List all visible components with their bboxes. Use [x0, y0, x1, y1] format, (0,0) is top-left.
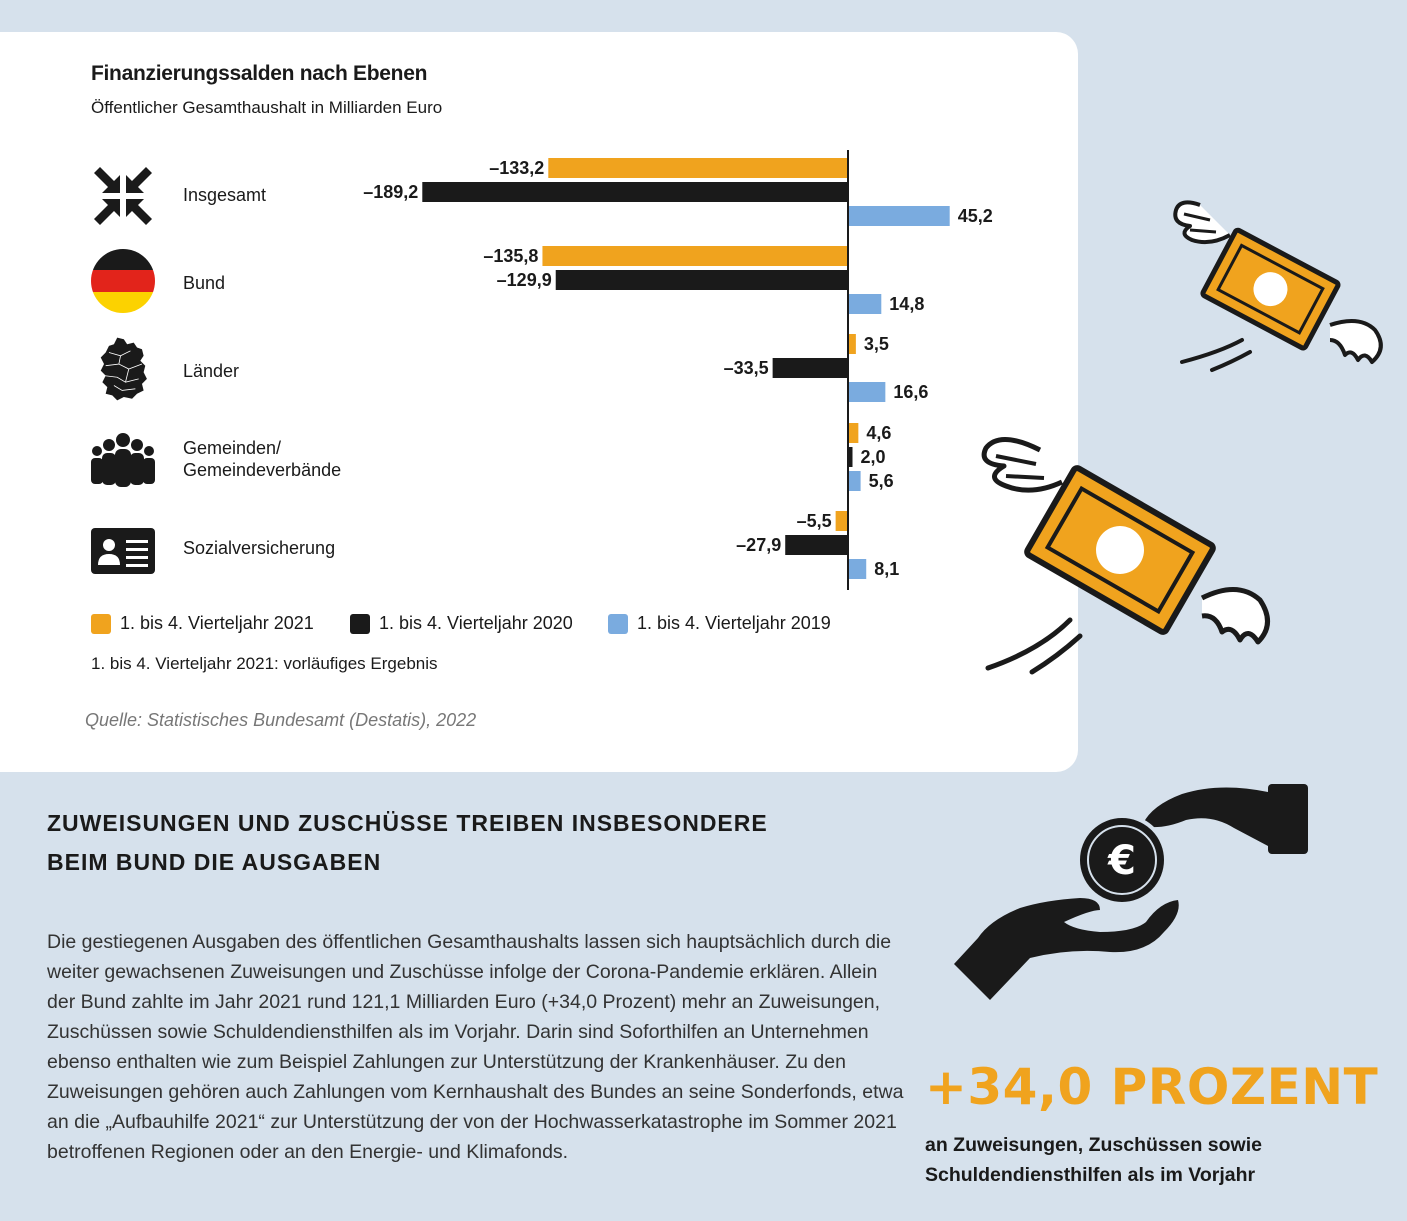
bar [422, 182, 848, 202]
bar [772, 358, 848, 378]
legend-swatch [91, 613, 111, 634]
chart-note: 1. bis 4. Vierteljahr 2021: vorläufiges … [91, 654, 438, 673]
germany-states-map-icon [100, 337, 147, 401]
chart-title: Finanzierungssalden nach Ebenen [91, 62, 428, 85]
data-label: 4,6 [866, 423, 891, 443]
bar [835, 511, 848, 531]
data-label: –133,2 [489, 158, 544, 178]
legend-label: 1. bis 4. Vierteljahr 2020 [379, 613, 573, 633]
arrows-inward-icon [94, 167, 152, 225]
legend-label: 1. bis 4. Vierteljahr 2021 [120, 613, 314, 633]
data-label: –189,2 [363, 182, 418, 202]
legend-swatch [350, 613, 370, 634]
key-figure: +34,0 PROZENT [925, 1058, 1379, 1116]
data-label: –129,9 [497, 270, 552, 290]
id-card-icon [91, 528, 155, 574]
bar [848, 206, 950, 226]
bar-chart: –133,2 –189,2 45,2 –135,8 –129,9 14,83,5 –33,5… [363, 150, 993, 590]
flying-money-icon [981, 437, 1270, 675]
legend-label: 1. bis 4. Vierteljahr 2019 [637, 613, 831, 633]
category-label: Bund [183, 273, 226, 293]
data-label: 16,6 [893, 382, 928, 402]
bar [848, 334, 856, 354]
bar [848, 559, 867, 579]
chart-subtitle: Öffentlicher Gesamthaushalt in Milliarde… [91, 98, 443, 117]
data-label: –135,8 [483, 246, 538, 266]
bar [848, 294, 882, 314]
data-label: –5,5 [797, 511, 832, 531]
bar [555, 270, 848, 290]
flying-money-icon [1173, 200, 1383, 372]
data-label: 5,6 [869, 471, 894, 491]
data-label: –33,5 [724, 358, 769, 378]
legend-item-2020: 1. bis 4. Vierteljahr 2020 [350, 613, 573, 634]
data-label: –27,9 [736, 535, 781, 555]
data-label: 45,2 [958, 206, 993, 226]
source-line: Quelle: Statistisches Bundesamt (Destati… [85, 710, 477, 730]
germany-flag-icon [91, 249, 155, 313]
section-body: Die gestiegenen Ausgaben des öffentliche… [47, 931, 904, 1163]
svg-text:€: € [1107, 838, 1136, 884]
category-label: Insgesamt [183, 185, 267, 205]
legend-item-2021: 1. bis 4. Vierteljahr 2021 [91, 613, 314, 634]
bar [848, 447, 853, 467]
key-figure-caption: an Zuweisungen, Zuschüssen sowie Schulde… [925, 1134, 1262, 1186]
data-label: 2,0 [861, 447, 886, 467]
category-label: Länder [183, 361, 240, 381]
bar [848, 382, 886, 402]
legend-item-2019: 1. bis 4. Vierteljahr 2019 [608, 613, 831, 634]
category-label: Gemeinden/ Gemeindeverbände [183, 438, 342, 480]
hands-coin-icon: € [954, 784, 1308, 1000]
data-label: 8,1 [874, 559, 899, 579]
legend-swatch [608, 613, 628, 634]
bar [542, 246, 848, 266]
chart-card [0, 32, 1078, 772]
people-group-icon [91, 433, 155, 487]
section-headline: ZUWEISUNGEN UND ZUSCHÜSSE TREIBEN INSBES… [47, 810, 768, 875]
bar [848, 423, 859, 443]
data-label: 14,8 [889, 294, 924, 314]
data-label: 3,5 [864, 334, 889, 354]
bar [785, 535, 848, 555]
bar [848, 471, 861, 491]
bar [548, 158, 848, 178]
category-label: Sozialversicherung [183, 538, 336, 558]
